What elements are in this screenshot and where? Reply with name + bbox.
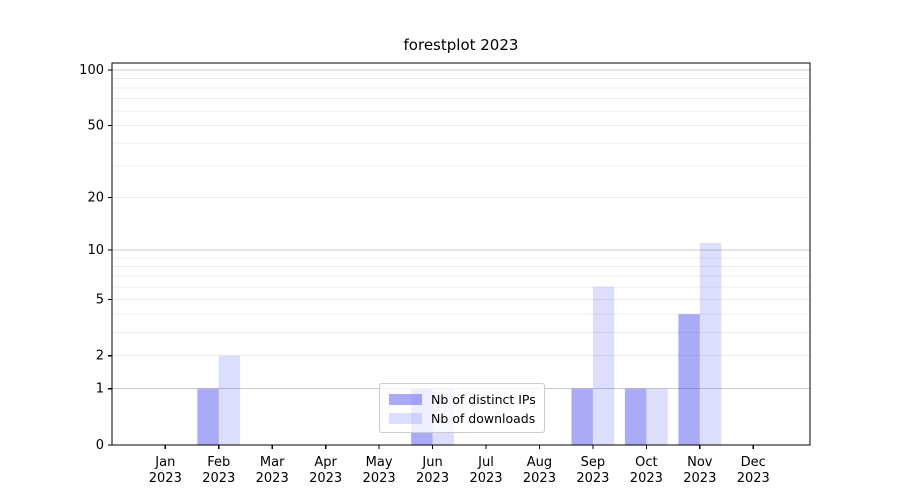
bar-distinct-ips: [678, 314, 700, 445]
legend-label-downloads: Nb of downloads: [431, 410, 536, 426]
legend-swatch-distinct-ips: [389, 393, 422, 405]
x-tick-label-month: Nov: [687, 455, 713, 470]
y-tick-label: 1: [96, 382, 104, 397]
legend-label-distinct-ips: Nb of distinct IPs: [431, 391, 536, 407]
y-tick-label: 2: [96, 349, 104, 364]
x-tick-label-year: 2023: [523, 471, 556, 486]
x-tick-label-year: 2023: [309, 471, 342, 486]
bar-downloads: [592, 286, 615, 445]
x-tick-label-month: Feb: [207, 455, 230, 470]
x-tick-label-year: 2023: [256, 471, 289, 486]
legend: Nb of distinct IPs Nb of downloads: [379, 383, 545, 433]
x-tick-label-month: Oct: [635, 455, 657, 470]
y-tick-label: 50: [87, 118, 104, 133]
x-tick-label-year: 2023: [737, 471, 770, 486]
x-tick-label-month: Apr: [314, 455, 337, 470]
y-tick-label: 100: [79, 63, 104, 78]
x-tick-label-month: Jul: [477, 455, 494, 470]
x-tick-label-month: Sep: [581, 455, 606, 470]
chart-title: forestplot 2023: [403, 36, 519, 54]
x-tick-label-year: 2023: [630, 471, 663, 486]
x-tick-label-month: Aug: [527, 455, 552, 470]
bar-downloads: [218, 355, 241, 445]
y-tick-label: 0: [96, 438, 104, 453]
x-tick-label-year: 2023: [149, 471, 182, 486]
x-tick-label-month: May: [366, 455, 393, 470]
bar-downloads: [646, 388, 668, 445]
x-tick-label-year: 2023: [363, 471, 396, 486]
x-tick-label-year: 2023: [469, 471, 502, 486]
bar-distinct-ips: [624, 388, 647, 445]
y-tick-label: 10: [87, 243, 104, 258]
y-tick-label: 20: [87, 191, 104, 206]
x-tick-label-year: 2023: [576, 471, 609, 486]
x-tick-label-month: Dec: [741, 455, 766, 470]
x-tick-label-month: Mar: [260, 455, 285, 470]
y-tick-label: 5: [96, 292, 104, 307]
bar-distinct-ips: [197, 388, 219, 445]
bar-distinct-ips: [571, 388, 593, 445]
legend-item-distinct-ips: Nb of distinct IPs: [389, 390, 536, 408]
legend-item-downloads: Nb of downloads: [389, 409, 535, 427]
legend-swatch-downloads: [389, 412, 422, 424]
bar-downloads: [699, 243, 722, 445]
x-tick-label-year: 2023: [202, 471, 235, 486]
x-tick-label-month: Jun: [421, 455, 442, 470]
axes-spines: [111, 62, 811, 446]
x-tick-label-year: 2023: [683, 471, 716, 486]
x-tick-label-month: Jan: [154, 455, 175, 470]
x-tick-label-year: 2023: [416, 471, 449, 486]
